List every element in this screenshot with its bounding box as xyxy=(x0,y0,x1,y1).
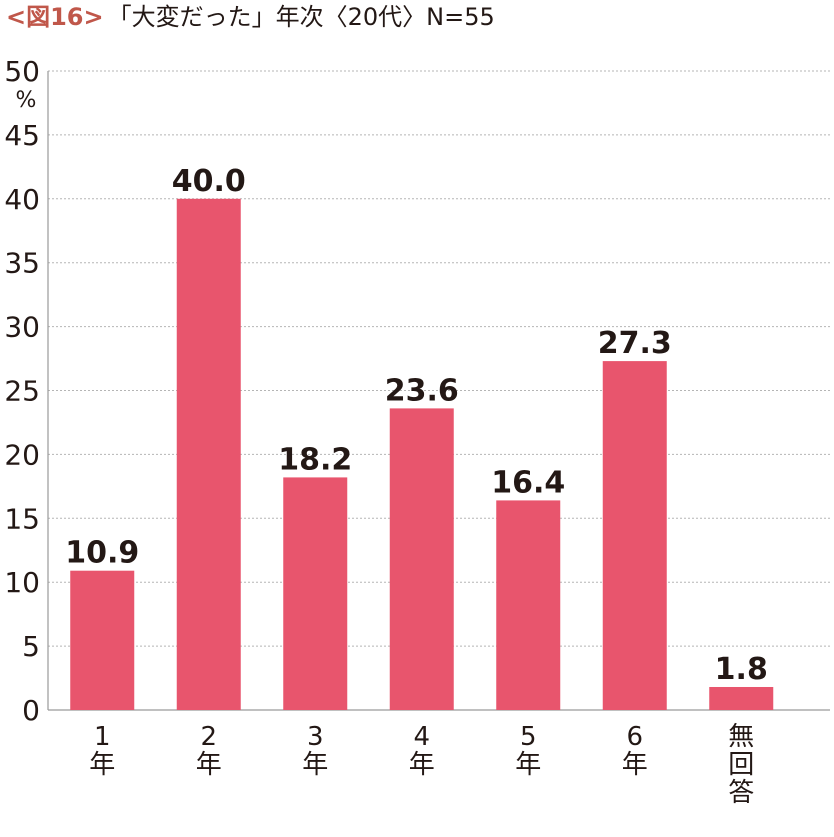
data-label: 1.8 xyxy=(715,652,768,687)
bar xyxy=(709,686,774,710)
y-tick-label: 10 xyxy=(4,566,40,599)
bar xyxy=(602,361,667,710)
y-tick-label: 20 xyxy=(4,438,40,471)
bar xyxy=(176,198,241,711)
data-label: 27.3 xyxy=(598,326,672,361)
data-label: 16.4 xyxy=(491,465,565,500)
y-tick-label: 25 xyxy=(4,375,40,408)
y-tick-label: 40 xyxy=(4,183,40,216)
bar xyxy=(389,408,454,710)
bars xyxy=(70,198,774,711)
bar xyxy=(283,477,348,710)
y-tick-label: 30 xyxy=(4,311,40,344)
data-label: 10.9 xyxy=(65,536,139,571)
data-label: 18.2 xyxy=(278,442,352,477)
bar xyxy=(496,500,561,710)
y-tick-label: 45 xyxy=(4,119,40,152)
figure-number: <図16> xyxy=(6,3,104,31)
data-label: 40.0 xyxy=(172,164,246,199)
y-tick-labels: 0 5 10 15 20 25 30 35 40 45 50% xyxy=(4,55,40,727)
chart-title: <図16> 「大変だった」年次〈20代〉N=55 xyxy=(6,2,495,32)
y-tick-label: 35 xyxy=(4,247,40,280)
category-labels: 1 年 2 年 3 年 4 年 5 年 6 年 無回答 xyxy=(89,722,754,808)
y-tick-label: 5 xyxy=(22,630,40,663)
y-unit-label: % xyxy=(16,88,37,113)
y-tick-label: 15 xyxy=(4,502,40,535)
y-tick-label: 0 xyxy=(22,694,40,727)
bar xyxy=(70,570,135,710)
data-labels: 10.9 40.0 18.2 23.6 16.4 27.3 1.8 xyxy=(65,164,768,687)
category-label: 無回答 xyxy=(728,722,754,808)
figure-title: 「大変だった」年次〈20代〉N=55 xyxy=(107,3,495,31)
data-label: 23.6 xyxy=(385,373,459,408)
y-tick-label: 50 xyxy=(4,55,40,88)
